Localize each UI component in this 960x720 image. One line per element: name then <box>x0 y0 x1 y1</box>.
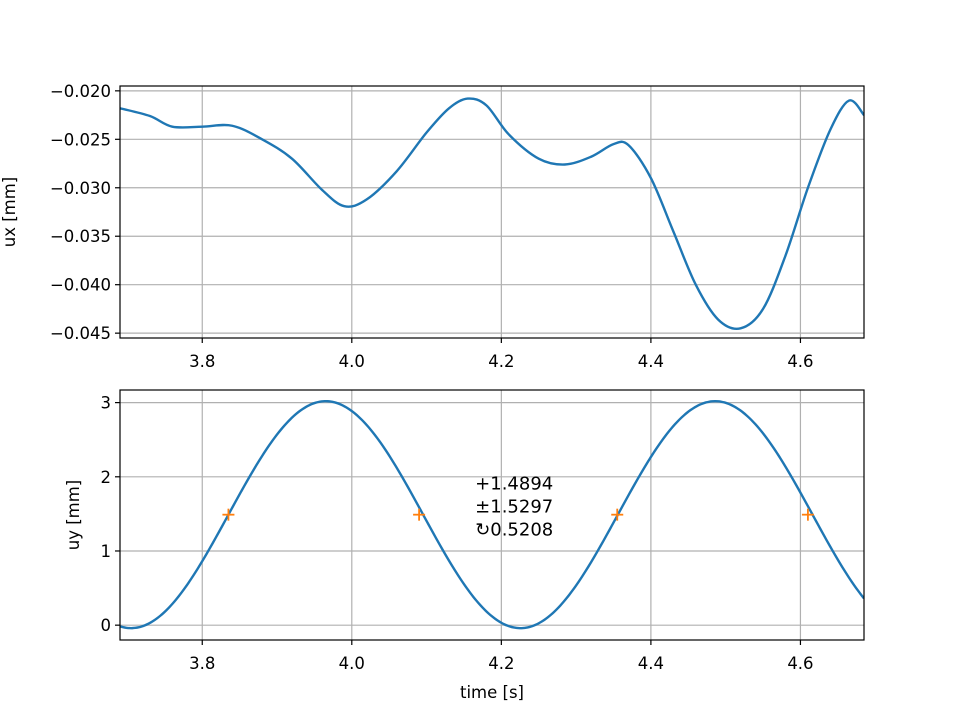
data-point-marker <box>611 508 624 521</box>
y-tick-label: −0.030 <box>50 179 111 198</box>
x-tick-label: 4.6 <box>787 352 813 371</box>
annotation-offset: +1.4894 <box>475 473 553 494</box>
y-tick-label: 2 <box>101 468 112 487</box>
data-point-marker <box>222 508 235 521</box>
annotation-period: ↻0.5208 <box>475 519 553 540</box>
x-tick-label: 4.0 <box>339 654 365 673</box>
series-line <box>120 399 864 630</box>
x-tick-label: 3.8 <box>189 654 215 673</box>
x-tick-label: 4.2 <box>488 654 514 673</box>
x-tick-label: 3.8 <box>189 352 215 371</box>
x-tick-label: 4.6 <box>787 654 813 673</box>
y-tick-label: −0.020 <box>50 82 111 101</box>
x-tick-label: 4.4 <box>638 352 664 371</box>
data-point-marker <box>801 508 814 521</box>
data-point-marker <box>413 508 426 521</box>
series-line <box>120 97 864 330</box>
y-tick-label: 1 <box>101 542 112 561</box>
y-tick-label: −0.045 <box>50 324 111 343</box>
y-tick-label: −0.040 <box>50 276 111 295</box>
y-tick-label: −0.035 <box>50 227 111 246</box>
top-y-axis-label: ux [mm] <box>0 177 19 248</box>
y-tick-label: 3 <box>101 394 112 413</box>
bottom-axes-frame <box>119 389 865 641</box>
fit-annotation: +1.4894 ±1.5297 ↻0.5208 <box>475 473 553 540</box>
bottom-axes: 3.8 4.0 4.2 4.4 4.6 0 1 2 3 uy [mm] time [s] +1.… <box>64 389 865 702</box>
x-tick-label: 4.4 <box>638 654 664 673</box>
bottom-y-axis-label: uy [mm] <box>64 480 83 551</box>
top-axes: 3.8 4.0 4.2 4.4 4.6 −0.020 −0.025 −0.030 −0.035 −… <box>0 82 865 371</box>
y-tick-label: −0.025 <box>50 130 111 149</box>
top-axes-frame <box>119 85 865 339</box>
x-tick-label: 4.0 <box>339 352 365 371</box>
x-tick-label: 4.2 <box>488 352 514 371</box>
y-tick-label: 0 <box>101 616 112 635</box>
annotation-amplitude: ±1.5297 <box>475 496 553 517</box>
bottom-x-axis-label: time [s] <box>460 683 524 702</box>
